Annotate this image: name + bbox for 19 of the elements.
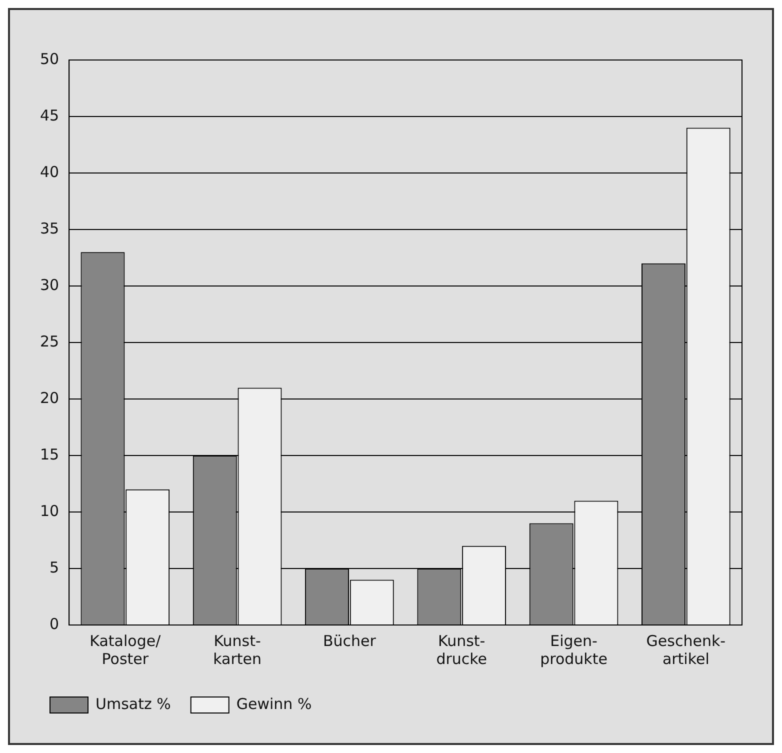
legend-label: Gewinn %: [236, 694, 312, 713]
x-tick-label: Kataloge/ Poster: [90, 632, 162, 668]
y-tick-label: 45: [40, 106, 60, 124]
legend-label: Umsatz %: [96, 694, 171, 713]
x-tick-label: Geschenk- artikel: [646, 632, 726, 668]
y-tick-label: 50: [40, 50, 60, 68]
y-tick-label: 25: [40, 332, 60, 350]
x-tick-label: Bücher: [322, 632, 377, 650]
y-tick-label: 35: [40, 219, 60, 238]
y-tick-label: 5: [50, 558, 60, 576]
x-tick-label: Eigen- produkte: [540, 632, 608, 668]
y-tick-label: 10: [40, 502, 60, 520]
y-tick-label: 0: [50, 614, 60, 633]
y-tick-label: 30: [40, 276, 60, 294]
y-tick-label: 40: [40, 162, 60, 181]
x-tick-label: Kunst- drucke: [436, 632, 488, 668]
y-tick-label: 15: [40, 445, 60, 464]
x-tick-label: Kunst- karten: [213, 632, 262, 668]
y-tick-label: 20: [40, 388, 60, 407]
